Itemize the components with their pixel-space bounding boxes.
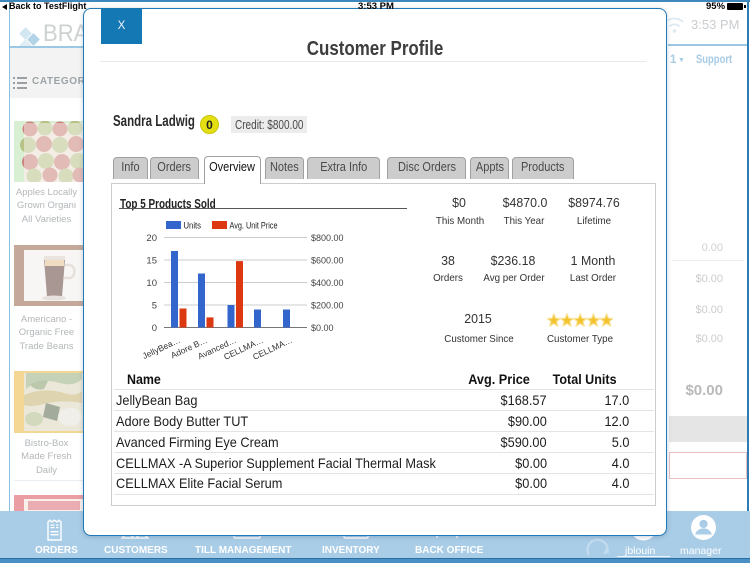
svg-text:$800.00: $800.00	[311, 233, 344, 243]
svg-text:20: 20	[146, 233, 157, 244]
svg-text:0: 0	[152, 323, 157, 334]
svg-text:10: 10	[146, 278, 157, 289]
svg-text:Avg. Unit Price: Avg. Unit Price	[230, 221, 278, 231]
svg-text:Units: Units	[184, 221, 202, 231]
svg-text:$0.00: $0.00	[311, 323, 334, 333]
svg-text:15: 15	[146, 256, 157, 267]
svg-text:$400.00: $400.00	[311, 278, 344, 288]
svg-text:5: 5	[152, 301, 157, 312]
svg-text:$600.00: $600.00	[311, 256, 344, 266]
svg-text:$200.00: $200.00	[311, 301, 344, 311]
